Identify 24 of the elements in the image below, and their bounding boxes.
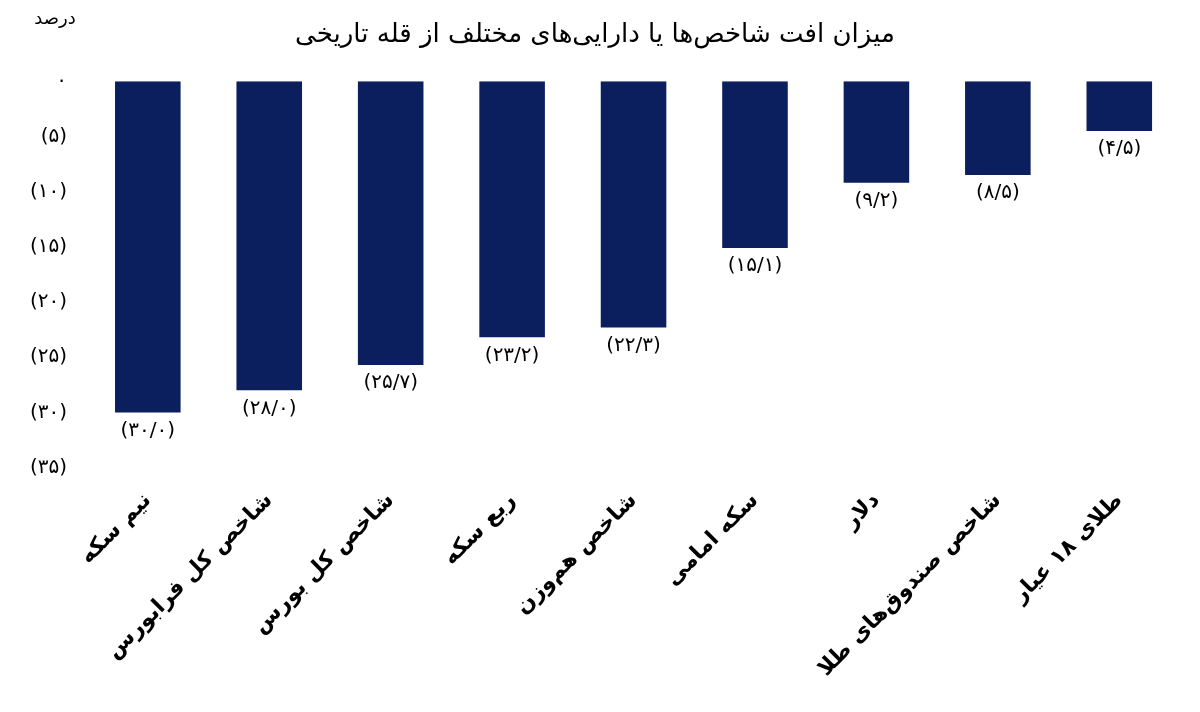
y-tick-label: (۲۰) (30, 288, 68, 313)
data-label: (۴/۵) (1097, 135, 1142, 160)
data-label: (۲۲/۳) (606, 331, 661, 356)
data-label: (۲۵/۷) (363, 369, 418, 394)
y-tick-label: (۵) (40, 122, 68, 147)
x-tick-label: طلای ۱۸ عیار (1006, 486, 1127, 608)
y-tick-label: (۱۵) (30, 233, 68, 258)
x-tick-label: سکه امامی (659, 486, 763, 590)
data-label: (۲۳/۲) (484, 341, 540, 366)
y-tick-label: ۰ (56, 67, 68, 92)
x-tick-label: ربع سکه (437, 486, 521, 570)
y-tick-label: (۱۰) (30, 177, 68, 202)
data-label: (۹/۲) (854, 186, 899, 211)
x-tick-label: نیم سکه (74, 486, 156, 569)
data-label: (۸/۵) (975, 179, 1020, 204)
y-tick-label: (۳۵) (30, 453, 68, 478)
y-tick-label: (۳۰) (30, 398, 68, 423)
data-label: (۲۸/۰) (241, 394, 297, 419)
chart-title: میزان افت شاخص‌ها یا دارایی‌های مختلف از قله تاریخی (295, 18, 895, 50)
data-label: (۳۰/۰) (120, 416, 176, 441)
y-axis-title: درصد (34, 6, 76, 28)
x-tick-label: دلار (837, 486, 884, 534)
y-tick-label: (۲۵) (30, 343, 68, 368)
data-label: (۱۵/۱) (727, 252, 783, 277)
